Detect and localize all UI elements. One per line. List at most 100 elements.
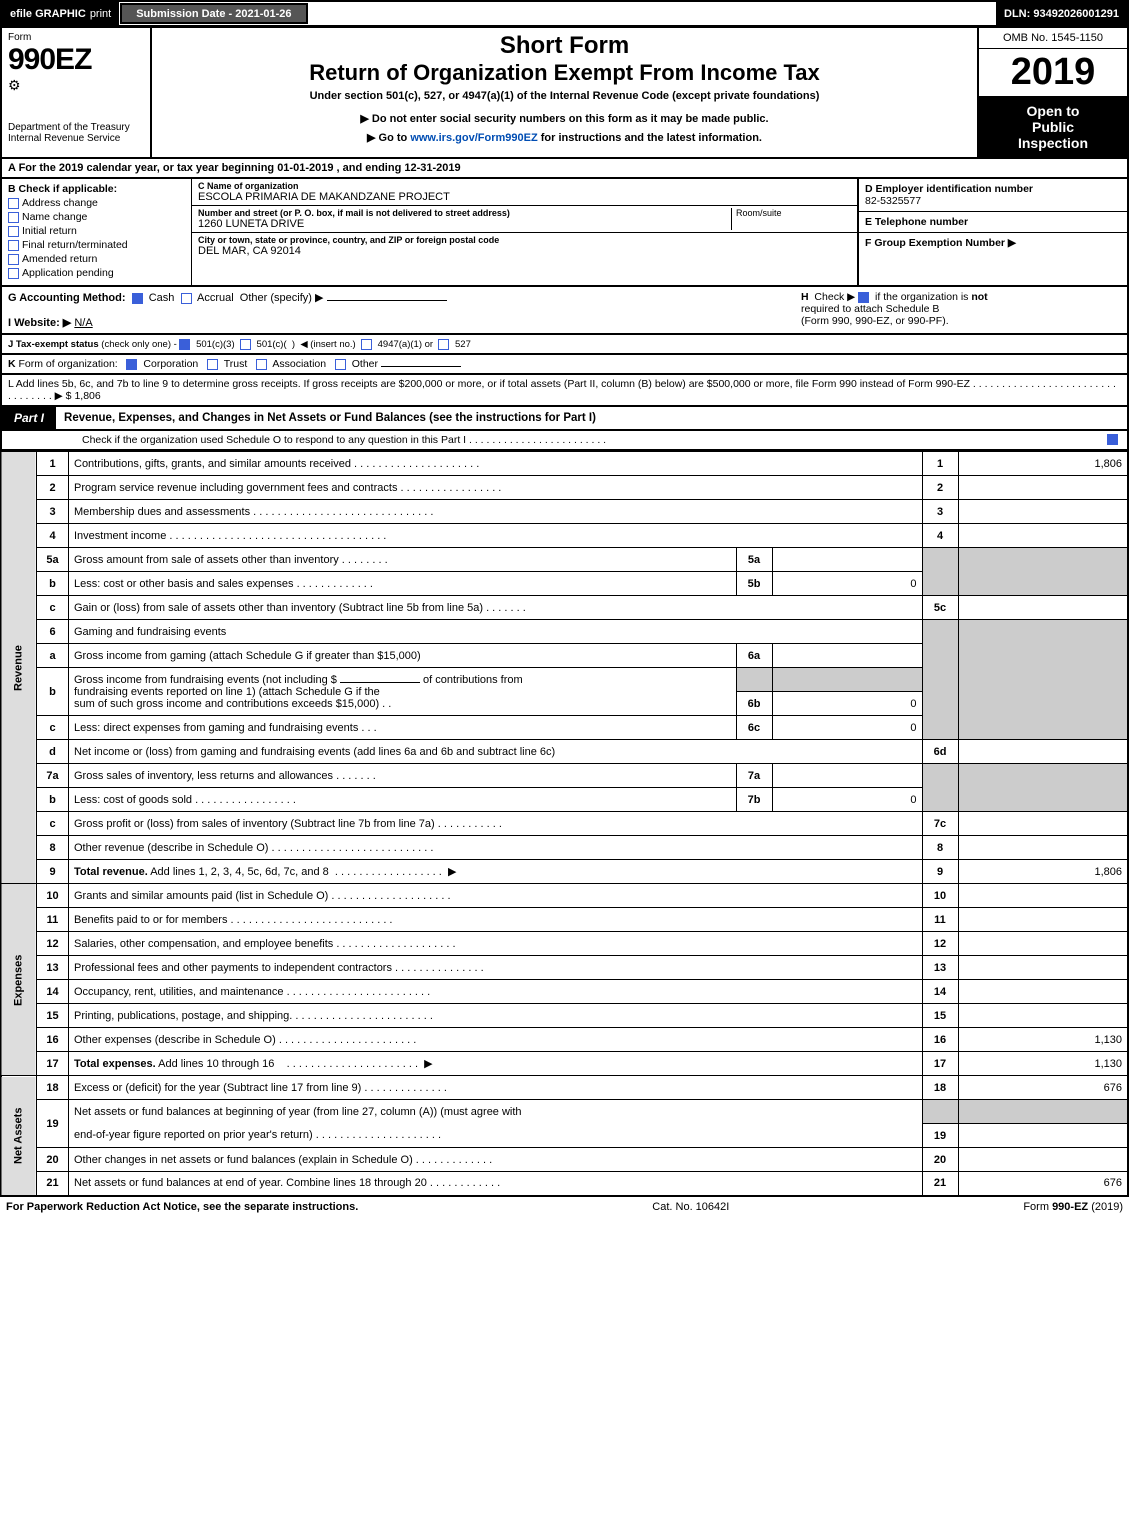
chk-corporation[interactable] [126,359,137,370]
line-13: 13 Professional fees and other payments … [1,956,1128,980]
chk-schedule-b[interactable] [858,292,869,303]
form-header: Form 990EZ ⚙ Department of the Treasury … [0,28,1129,159]
irs-label: Internal Revenue Service [8,133,144,144]
e-label: E Telephone number [865,216,968,228]
chk-association[interactable] [256,359,267,370]
h-line1: H Check ▶ if the organization is not [801,291,1121,303]
tax-year: 2019 [979,49,1127,97]
inspection-box: Open to Public Inspection [979,97,1127,157]
note2-prefix: ▶ Go to [367,132,410,144]
chk-trust[interactable] [207,359,218,370]
row-k: K Form of organization: Corporation Trus… [0,355,1129,375]
line-2: 2 Program service revenue including gove… [1,476,1128,500]
other-specify-input[interactable] [327,300,447,301]
d-label: D Employer identification number [865,183,1033,195]
row-a: A For the 2019 calendar year, or tax yea… [0,159,1129,179]
b-label: B Check if applicable: [8,183,117,195]
footer-center: Cat. No. 10642I [652,1201,729,1213]
addr-label: Number and street (or P. O. box, if mail… [198,208,725,218]
line-18: Net Assets 18 Excess or (deficit) for th… [1,1076,1128,1100]
other-org-input[interactable] [381,366,461,367]
part1-header: Part I Revenue, Expenses, and Changes in… [0,407,1129,431]
chk-4947[interactable] [361,339,372,350]
footer-right: Form 990-EZ (2019) [1023,1201,1123,1213]
inspection-line2: Public [983,119,1123,135]
line-7a: 7a Gross sales of inventory, less return… [1,764,1128,788]
h-line3: (Form 990, 990-EZ, or 990-PF). [801,315,1121,327]
form-label: Form [8,32,144,43]
form-number: 990EZ [8,43,144,77]
line-21: 21 Net assets or fund balances at end of… [1,1172,1128,1196]
chk-address-change[interactable]: Address change [8,197,185,209]
chk-accrual[interactable] [181,293,192,304]
section-h: H Check ▶ if the organization is not req… [801,291,1121,329]
city-value: DEL MAR, CA 92014 [198,245,851,257]
line-10: Expenses 10 Grants and similar amounts p… [1,884,1128,908]
header-center: Short Form Return of Organization Exempt… [152,28,977,157]
dln: DLN: 93492026001291 [996,2,1127,25]
chk-501c3[interactable] [179,339,190,350]
website-value: N/A [74,317,92,329]
chk-cash[interactable] [132,293,143,304]
line-15: 15 Printing, publications, postage, and … [1,1004,1128,1028]
section-gi: G Accounting Method: Cash Accrual Other … [8,291,801,329]
lines-table: Revenue 1 Contributions, gifts, grants, … [0,451,1129,1197]
inspection-line3: Inspection [983,135,1123,151]
chk-amended-return[interactable]: Amended return [8,253,185,265]
page-footer: For Paperwork Reduction Act Notice, see … [0,1197,1129,1217]
city-label: City or town, state or province, country… [198,235,845,245]
header-right: OMB No. 1545-1150 2019 Open to Public In… [977,28,1127,157]
line-16: 16 Other expenses (describe in Schedule … [1,1028,1128,1052]
note-goto: ▶ Go to www.irs.gov/Form990EZ for instru… [160,131,969,144]
irs-link[interactable]: www.irs.gov/Form990EZ [410,132,537,144]
line-20: 20 Other changes in net assets or fund b… [1,1148,1128,1172]
chk-final-return[interactable]: Final return/terminated [8,239,185,251]
section-d: D Employer identification number 82-5325… [859,179,1127,212]
line-9: 9 Total revenue. Add lines 1, 2, 3, 4, 5… [1,860,1128,884]
chk-schedule-o[interactable] [1107,434,1118,445]
chk-initial-return[interactable]: Initial return [8,225,185,237]
topbar-left: efile GRAPHIC print Submission Date - 20… [2,2,309,25]
header-left: Form 990EZ ⚙ Department of the Treasury … [2,28,152,157]
irs-seal-icon: ⚙ [8,77,144,94]
c-label: C Name of organization [198,181,845,191]
6b-amount-input[interactable] [340,682,420,683]
line-4: 4 Investment income . . . . . . . . . . … [1,524,1128,548]
line-1: Revenue 1 Contributions, gifts, grants, … [1,452,1128,476]
line-5a: 5a Gross amount from sale of assets othe… [1,548,1128,572]
chk-527[interactable] [438,339,449,350]
line-19b: end-of-year figure reported on prior yea… [1,1124,1128,1148]
part1-tag: Part I [2,407,56,429]
chk-other-org[interactable] [335,359,346,370]
note-ssn: ▶ Do not enter social security numbers o… [160,112,969,125]
line-14: 14 Occupancy, rent, utilities, and maint… [1,980,1128,1004]
section-e: E Telephone number [859,212,1127,233]
row-l: L Add lines 5b, 6c, and 7b to line 9 to … [0,375,1129,407]
check-o-text: Check if the organization used Schedule … [82,434,606,446]
print-link[interactable]: print [90,8,111,20]
l-text: L Add lines 5b, 6c, and 7b to line 9 to … [8,378,1116,402]
section-c: C Name of organization ESCOLA PRIMARIA D… [192,179,857,285]
section-def: D Employer identification number 82-5325… [857,179,1127,285]
line-5c: c Gain or (loss) from sale of assets oth… [1,596,1128,620]
topbar: efile GRAPHIC print Submission Date - 20… [0,0,1129,28]
footer-left: For Paperwork Reduction Act Notice, see … [6,1201,358,1213]
submission-date: Submission Date - 2021-01-26 [120,3,307,24]
title-return: Return of Organization Exempt From Incom… [160,60,969,86]
line-17: 17 Total expenses. Add lines 10 through … [1,1052,1128,1076]
ein-value: 82-5325577 [865,195,921,207]
row-j: J Tax-exempt status (check only one) - 5… [0,335,1129,355]
omb-number: OMB No. 1545-1150 [979,28,1127,49]
line-7c: c Gross profit or (loss) from sales of i… [1,812,1128,836]
subtitle: Under section 501(c), 527, or 4947(a)(1)… [160,90,969,102]
line-12: 12 Salaries, other compensation, and emp… [1,932,1128,956]
chk-501c[interactable] [240,339,251,350]
chk-name-change[interactable]: Name change [8,211,185,223]
expenses-side-label: Expenses [1,884,37,1076]
info-grid: B Check if applicable: Address change Na… [0,179,1129,287]
part1-check-o: Check if the organization used Schedule … [0,431,1129,451]
note2-suffix: for instructions and the latest informat… [538,132,762,144]
revenue-side-label: Revenue [1,452,37,884]
chk-application-pending[interactable]: Application pending [8,267,185,279]
line-11: 11 Benefits paid to or for members . . .… [1,908,1128,932]
